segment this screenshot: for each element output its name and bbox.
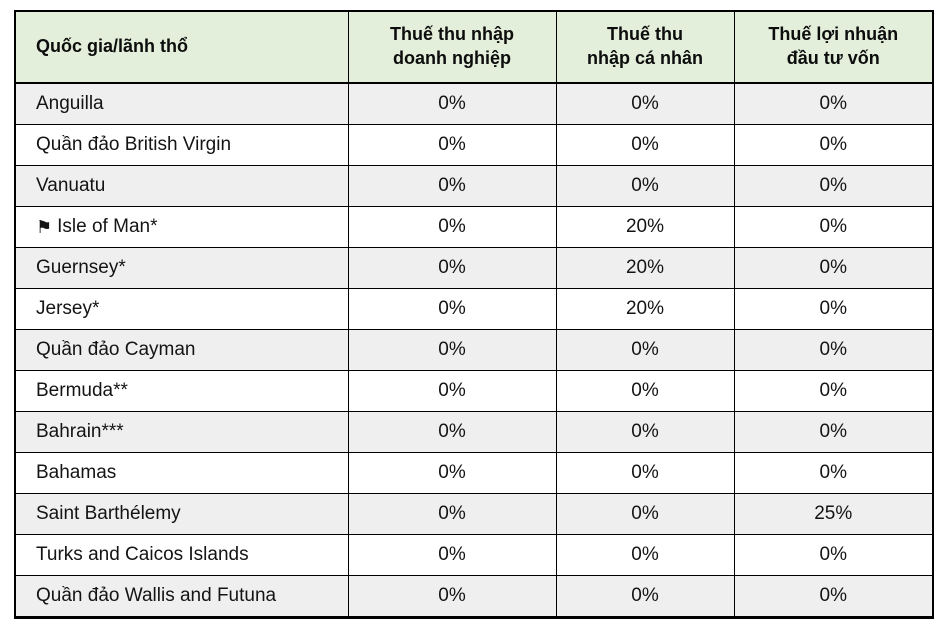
personal-tax-cell: 20% [555,288,735,330]
country-cell: Anguilla [14,82,349,125]
corporate-tax-cell: 0% [347,411,557,453]
country-cell: Quần đảo Cayman [14,329,349,371]
table-row: Bahamas 0% 0% 0% [14,452,934,494]
personal-tax-cell: 0% [555,370,735,412]
corporate-tax-cell: 0% [347,124,557,166]
table-row: Turks and Caicos Islands 0% 0% 0% [14,534,934,576]
header-row: Quốc gia/lãnh thổ Thuế thu nhập doanh ng… [14,10,934,84]
table-row: Anguilla 0% 0% 0% [14,82,934,125]
corporate-tax-cell: 0% [347,206,557,248]
flag-icon: ⚑ [36,217,53,237]
table-row: Quần đảo Wallis and Futuna 0% 0% 0% [14,575,934,618]
country-cell: Bahrain*** [14,411,349,453]
country-cell: Saint Barthélemy [14,493,349,535]
corporate-tax-cell: 0% [347,82,557,125]
personal-tax-cell: 0% [555,329,735,371]
capital-gains-cell: 0% [733,165,934,207]
capital-gains-cell: 25% [733,493,934,535]
country-cell: Quần đảo Wallis and Futuna [14,575,349,618]
corporate-tax-cell: 0% [347,452,557,494]
personal-tax-cell: 0% [555,124,735,166]
personal-tax-cell: 0% [555,452,735,494]
personal-tax-cell: 20% [555,247,735,289]
table-row: Jersey* 0% 20% 0% [14,288,934,330]
table-row: Quần đảo Cayman 0% 0% 0% [14,329,934,371]
country-cell: Bermuda** [14,370,349,412]
country-cell: Guernsey* [14,247,349,289]
capital-gains-cell: 0% [733,452,934,494]
corporate-tax-cell: 0% [347,575,557,618]
personal-tax-cell: 0% [555,534,735,576]
capital-gains-cell: 0% [733,370,934,412]
capital-gains-cell: 0% [733,82,934,125]
table-row: Bahrain*** 0% 0% 0% [14,411,934,453]
capital-gains-cell: 0% [733,206,934,248]
personal-tax-cell: 0% [555,493,735,535]
col-header-personal-tax: Thuế thu nhập cá nhân [555,10,735,84]
col-header-country-label: Quốc gia/lãnh thổ [36,36,188,57]
personal-tax-cell: 0% [555,82,735,125]
table-row: ⚑ Isle of Man* 0% 20% 0% [14,206,934,248]
country-cell: Quần đảo British Virgin [14,124,349,166]
corporate-tax-cell: 0% [347,329,557,371]
country-cell: ⚑ Isle of Man* [14,206,349,248]
country-cell: Vanuatu [14,165,349,207]
personal-tax-cell: 20% [555,206,735,248]
capital-gains-cell: 0% [733,247,934,289]
personal-tax-cell: 0% [555,165,735,207]
corporate-tax-cell: 0% [347,534,557,576]
capital-gains-cell: 0% [733,575,934,618]
corporate-tax-cell: 0% [347,288,557,330]
capital-gains-cell: 0% [733,534,934,576]
country-cell: Bahamas [14,452,349,494]
corporate-tax-cell: 0% [347,493,557,535]
capital-gains-cell: 0% [733,124,934,166]
country-cell: Jersey* [14,288,349,330]
col-header-country: Quốc gia/lãnh thổ [14,10,349,84]
capital-gains-cell: 0% [733,288,934,330]
table-row: Quần đảo British Virgin 0% 0% 0% [14,124,934,166]
col-header-corporate-tax: Thuế thu nhập doanh nghiệp [347,10,557,84]
table-row: Saint Barthélemy 0% 0% 25% [14,493,934,535]
corporate-tax-cell: 0% [347,370,557,412]
table-row: Guernsey* 0% 20% 0% [14,247,934,289]
capital-gains-cell: 0% [733,411,934,453]
corporate-tax-cell: 0% [347,247,557,289]
col-header-capital-gains-tax: Thuế lợi nhuận đầu tư vốn [733,10,934,84]
personal-tax-cell: 0% [555,575,735,618]
country-cell: Turks and Caicos Islands [14,534,349,576]
corporate-tax-cell: 0% [347,165,557,207]
table-row: Bermuda** 0% 0% 0% [14,370,934,412]
personal-tax-cell: 0% [555,411,735,453]
table-row: Vanuatu 0% 0% 0% [14,165,934,207]
tax-table: Quốc gia/lãnh thổ Thuế thu nhập doanh ng… [14,10,934,619]
capital-gains-cell: 0% [733,329,934,371]
